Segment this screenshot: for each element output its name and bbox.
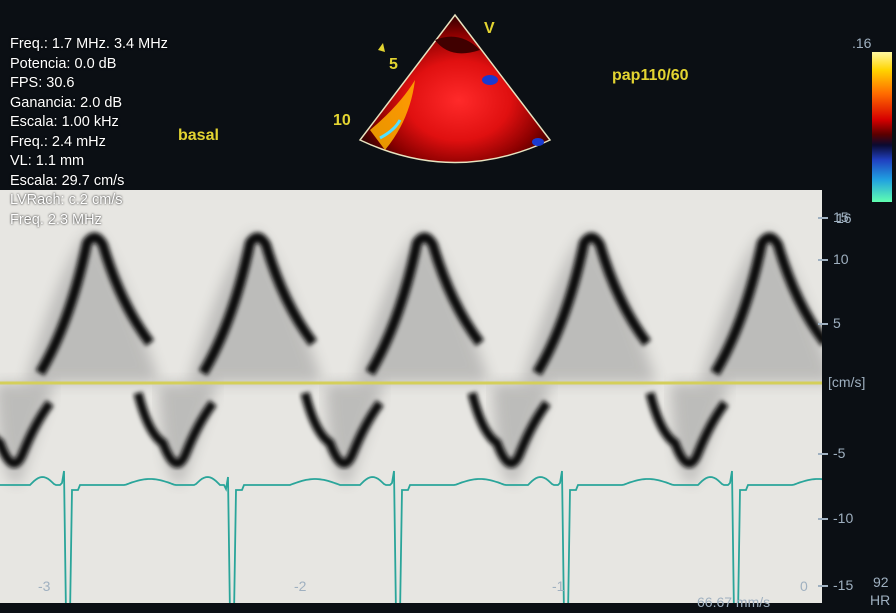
velocity-tick-mark (818, 259, 828, 261)
velocity-tick-label: 10 (833, 251, 849, 267)
parameter-line: FPS: 30.6 (10, 75, 75, 91)
parameter-line: LVRach: c.2 cm/s (10, 192, 123, 208)
view-label: V (484, 20, 495, 37)
parameter-line: Freq. 2.3 MHz (10, 211, 102, 228)
parameter-line: Freq.: 2.4 mHz (10, 133, 106, 150)
time-tick-label: 0 (800, 578, 808, 594)
velocity-tick-label: -10 (833, 510, 854, 526)
colorbar-bottom-label: 16 (836, 210, 852, 226)
time-tick-label: -2 (294, 578, 307, 594)
pressure-label: pap110/60 (612, 67, 689, 84)
velocity-tick-mark (818, 217, 828, 219)
condition-label: basal (178, 127, 219, 144)
parameter-line: Escala: 1.00 kHz (10, 114, 119, 130)
color-scale-bar (872, 52, 892, 202)
heart-rate-value: 92 (873, 574, 889, 590)
parameter-line: Freq.: 1.7 MHz. 3.4 MHz (10, 36, 168, 52)
velocity-tick-label: -15 (833, 577, 854, 593)
velocity-tick-mark (818, 453, 828, 455)
parameter-line: VL: 1.1 mm (10, 153, 85, 169)
velocity-tick-label: 5 (833, 315, 841, 331)
velocity-tick-label: -5 (833, 445, 846, 461)
heart-rate-label: HR (870, 592, 891, 608)
acquisition-parameters: Freq.: 1.7 MHz. 3.4 MHz Potencia: 0.0 dB F… (10, 35, 168, 230)
time-tick-label: -1 (552, 578, 565, 594)
parameter-line: Ganancia: 2.0 dB (10, 94, 123, 111)
depth-marker-5: 5 (389, 56, 398, 73)
velocity-tick-label: 15 (833, 209, 849, 225)
parameter-line: Potencia: 0.0 dB (10, 55, 117, 72)
velocity-unit-label: [cm/s] (828, 374, 866, 390)
velocity-tick-mark (818, 518, 828, 520)
colorbar-top-label: .16 (852, 35, 872, 51)
spectral-doppler-trace (0, 190, 822, 603)
velocity-tick-mark (818, 323, 828, 325)
parameter-line: Escala: 29.7 cm/s (10, 172, 125, 189)
depth-marker-10: 10 (333, 112, 351, 129)
time-tick-label: -3 (38, 578, 51, 594)
color-doppler-sector (358, 13, 552, 164)
sweep-speed-label: 66.67 mm/s (697, 594, 771, 610)
velocity-tick-mark (818, 585, 828, 587)
